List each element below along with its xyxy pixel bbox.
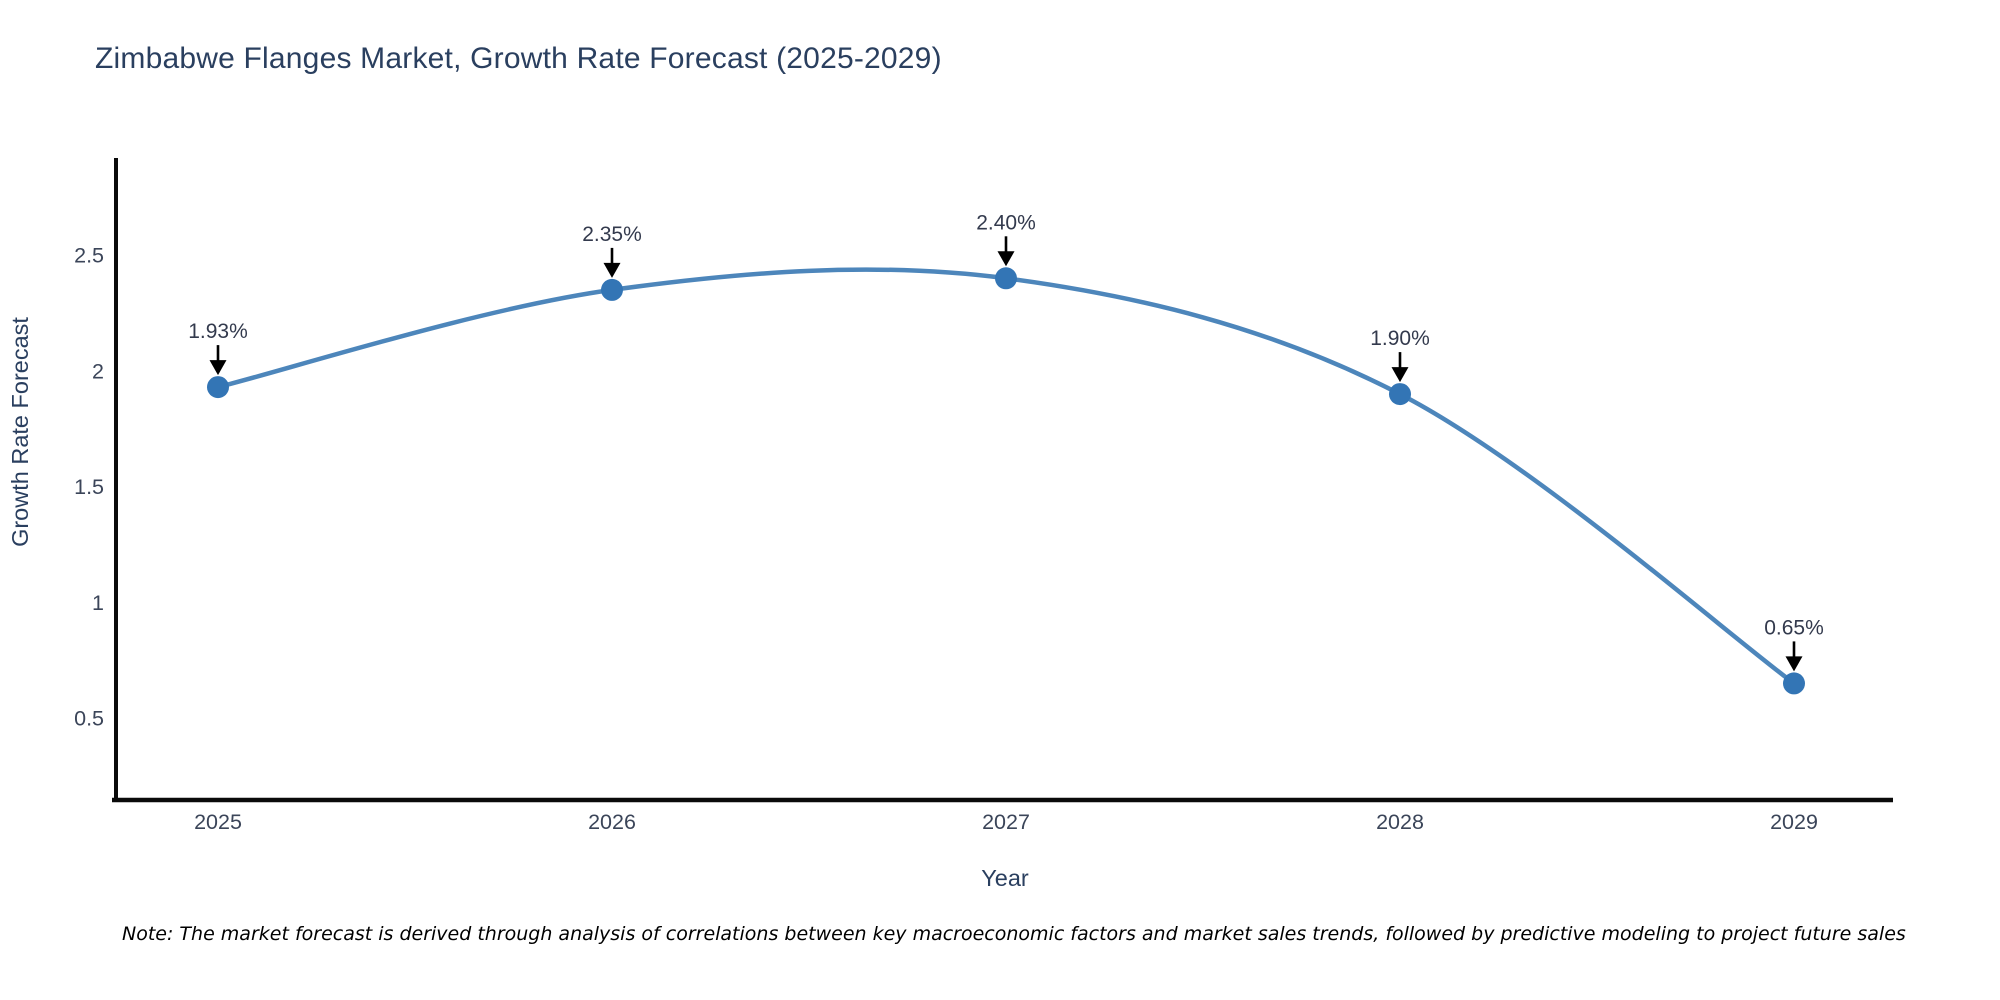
x-axis-title: Year xyxy=(981,865,1029,891)
annotation-arrowhead-2027 xyxy=(997,251,1015,267)
y-axis-title: Growth Rate Forecast xyxy=(7,317,33,547)
chart-title: Zimbabwe Flanges Market, Growth Rate For… xyxy=(95,42,942,75)
annotation-arrowhead-2025 xyxy=(209,360,227,376)
annotation-arrowhead-2026 xyxy=(603,262,621,278)
y-tick-label-3: 2 xyxy=(92,359,104,383)
point-label-2025: 1.93% xyxy=(188,320,248,343)
data-point-2025[interactable] xyxy=(207,376,229,399)
data-point-2028[interactable] xyxy=(1389,383,1411,406)
annotation-arrowhead-2028 xyxy=(1391,367,1409,383)
data-point-2027[interactable] xyxy=(995,267,1017,290)
y-tick-label-0: 0.5 xyxy=(74,707,104,731)
x-tick-label-4: 2029 xyxy=(1770,810,1818,834)
footnote: Note: The market forecast is derived thr… xyxy=(122,923,1906,945)
point-label-2026: 2.35% xyxy=(582,223,642,246)
x-tick-label-3: 2028 xyxy=(1376,810,1424,834)
x-tick-label-1: 2026 xyxy=(588,810,636,834)
y-tick-label-2: 1.5 xyxy=(74,475,104,499)
point-label-2027: 2.40% xyxy=(976,211,1036,234)
series-line xyxy=(217,267,1796,686)
point-label-2028: 1.90% xyxy=(1370,327,1430,350)
x-tick-label-0: 2025 xyxy=(194,810,242,834)
y-tick-label-1: 1 xyxy=(92,591,104,615)
point-label-2029: 0.65% xyxy=(1764,616,1824,639)
data-point-2029[interactable] xyxy=(1783,672,1805,695)
annotation-arrowhead-2029 xyxy=(1785,656,1803,672)
data-point-2026[interactable] xyxy=(601,278,623,301)
x-tick-label-2: 2027 xyxy=(982,810,1030,834)
y-tick-label-4: 2.5 xyxy=(74,244,104,268)
